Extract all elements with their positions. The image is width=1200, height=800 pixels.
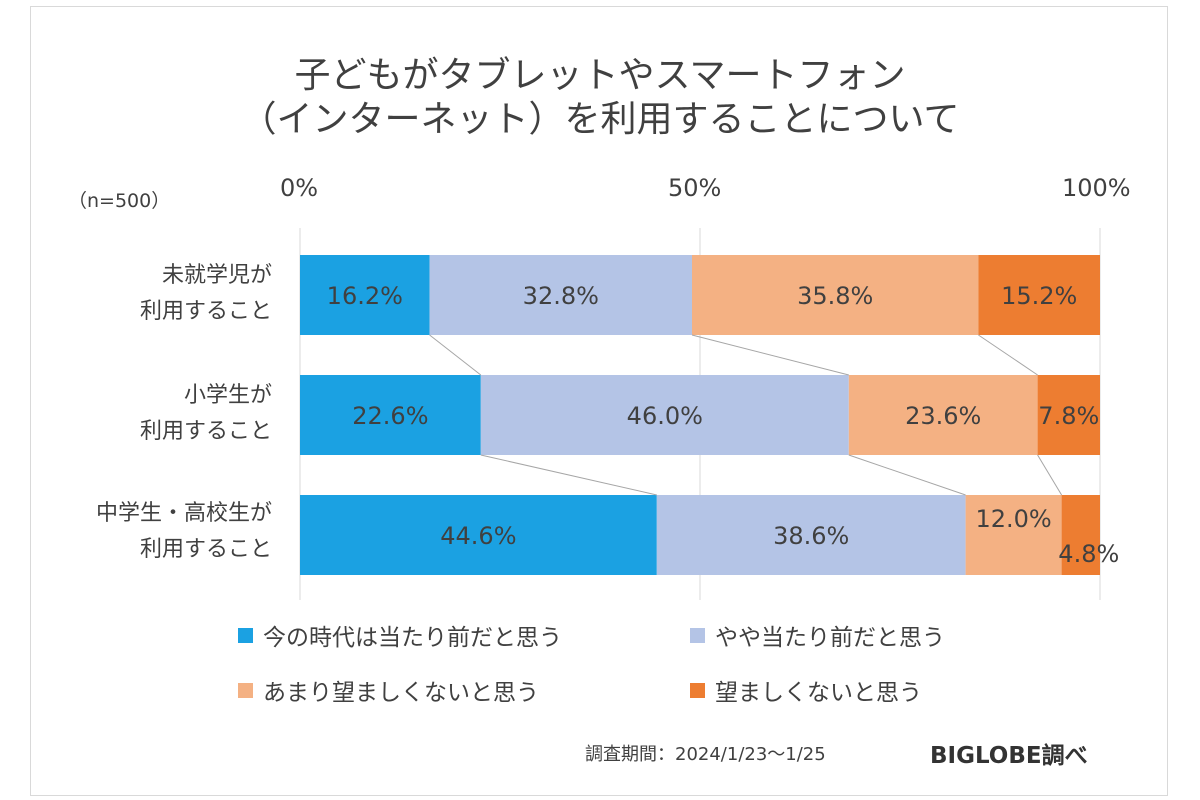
bar-segment-s2-c3 — [656, 495, 966, 575]
bar-segment-s1-c3 — [300, 495, 657, 575]
category-label-line: 小学生が — [183, 383, 272, 408]
series-connector-line — [691, 334, 849, 376]
series-connector-line — [848, 454, 966, 496]
legend-item-1: 今の時代は当たり前だと思う — [238, 618, 562, 652]
legend-label: 今の時代は当たり前だと思う — [263, 625, 562, 651]
legend-swatch — [238, 627, 253, 643]
data-label-s4-c3: 4.8% — [1058, 540, 1119, 568]
sample-size-note: （n=500） — [68, 190, 171, 212]
category-label-line: 利用すること — [139, 537, 272, 562]
survey-period: 調査期間：2024/1/23〜1/25 — [585, 744, 826, 765]
data-label-s3-c3: 12.0% — [975, 505, 1051, 533]
category-label-line: 利用すること — [139, 419, 272, 444]
data-label-s2-c1: 32.8% — [523, 282, 599, 310]
bar-segment-s4-c3 — [1061, 495, 1100, 575]
legend-swatch — [690, 627, 705, 643]
data-label-s3-c1: 35.8% — [797, 282, 873, 310]
x-tick-label-100: 100% — [1062, 174, 1131, 202]
category-label-preschool: 未就学児が 利用すること — [62, 258, 272, 330]
series-connector-line — [429, 334, 482, 376]
bar-segment-s1-c1 — [300, 255, 430, 335]
brand-logo-text: BIGLOBE調べ — [930, 743, 1088, 769]
category-label-line: 中学生・高校生が — [95, 501, 272, 526]
bar-segment-s2-c1 — [429, 255, 692, 335]
legend-label: あまり望ましくないと思う — [263, 680, 539, 706]
data-label-s1-c3: 44.6% — [440, 522, 516, 550]
bar-segment-s4-c1 — [978, 255, 1100, 335]
legend-item-2: やや当たり前だと思う — [690, 618, 945, 652]
chart-title-line2: （インターネット）を利用することについて — [240, 99, 960, 140]
bar-segment-s3-c2 — [848, 375, 1038, 455]
legend-swatch — [238, 682, 253, 698]
data-label-s1-c2: 22.6% — [352, 402, 428, 430]
series-connector-line — [480, 454, 657, 496]
data-label-s4-c2: 7.8% — [1038, 402, 1099, 430]
legend-label: 望ましくないと思う — [715, 680, 922, 706]
category-label-line: 未就学児が — [161, 263, 272, 288]
legend-label: やや当たり前だと思う — [715, 625, 945, 651]
category-label-elementary: 小学生が 利用すること — [62, 378, 272, 450]
chart-title-line1: 子どもがタブレットやスマートフォン — [294, 55, 906, 96]
legend-item-4: 望ましくないと思う — [690, 673, 922, 707]
bar-segment-s2-c2 — [480, 375, 849, 455]
x-tick-label-0: 0% — [280, 174, 319, 202]
series-connector-line — [1037, 454, 1063, 496]
data-label-s2-c3: 38.6% — [773, 522, 849, 550]
bar-segment-s3-c1 — [692, 255, 979, 335]
bar-segment-s3-c3 — [965, 495, 1062, 575]
legend-swatch — [690, 682, 705, 698]
data-label-s4-c1: 15.2% — [1001, 282, 1077, 310]
category-label-junior-senior-high: 中学生・高校生が 利用すること — [62, 496, 272, 568]
bar-segment-s1-c2 — [300, 375, 481, 455]
x-tick-label-50: 50% — [668, 174, 722, 202]
legend-item-3: あまり望ましくないと思う — [238, 673, 539, 707]
data-label-s3-c2: 23.6% — [905, 402, 981, 430]
data-label-s2-c2: 46.0% — [627, 402, 703, 430]
bar-segment-s4-c2 — [1037, 375, 1100, 455]
category-label-line: 利用すること — [139, 299, 272, 324]
data-label-s1-c1: 16.2% — [327, 282, 403, 310]
series-connector-line — [978, 334, 1038, 376]
